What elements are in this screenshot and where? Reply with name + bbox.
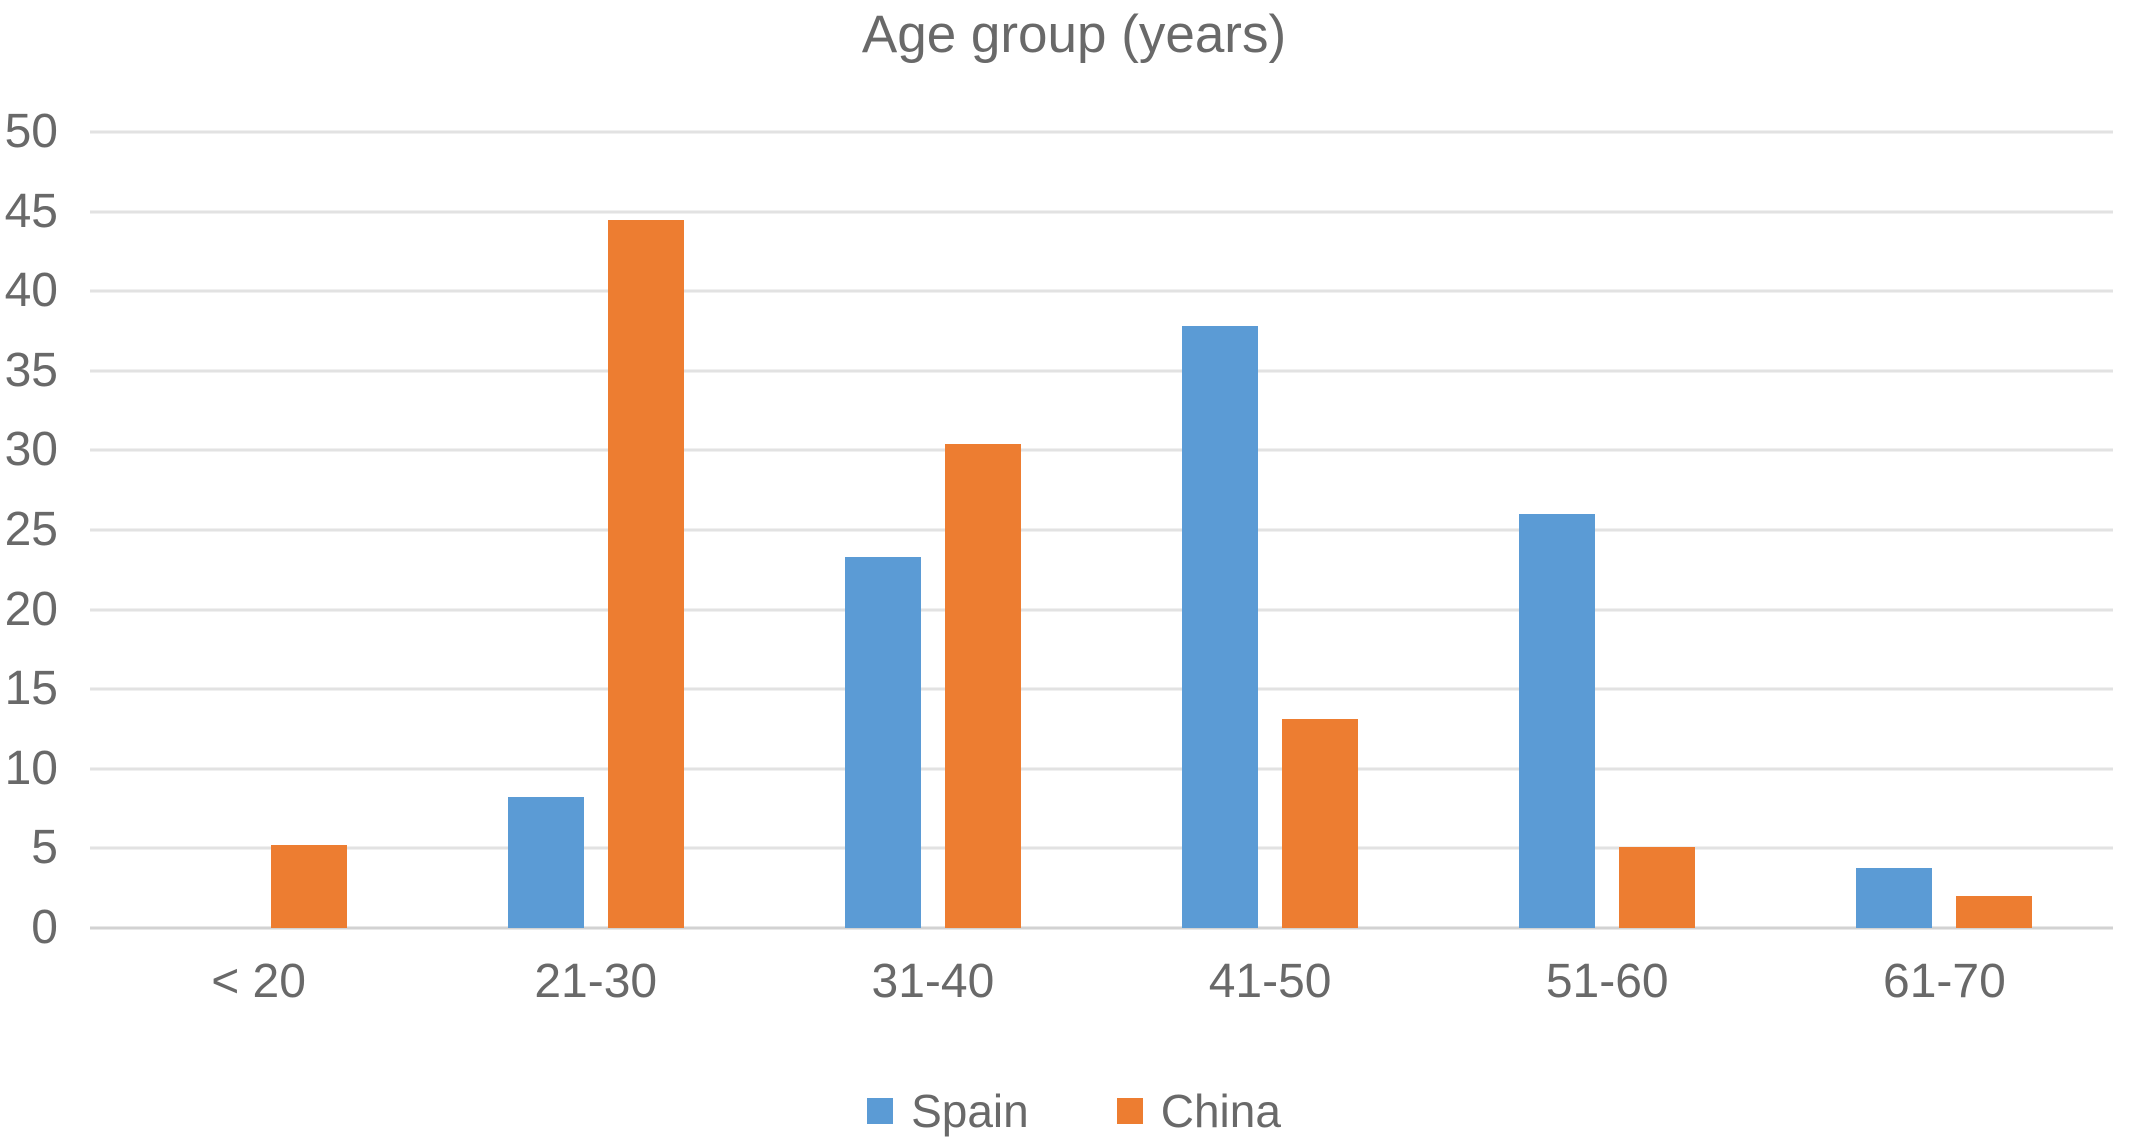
gridline-30	[90, 448, 2113, 452]
y-tick-label-20: 20	[4, 582, 58, 636]
category-slot-31-40	[764, 132, 1101, 928]
gridline-40	[90, 289, 2113, 293]
y-tick-label-35: 35	[4, 343, 58, 397]
x-category-label-< 20: < 20	[211, 955, 306, 1008]
gridline-50	[90, 130, 2113, 134]
gridline-10	[90, 767, 2113, 771]
legend: Spain China	[0, 1082, 2148, 1140]
legend-label-spain: Spain	[911, 1085, 1029, 1137]
gridline-5	[90, 846, 2113, 850]
category-slot-51-60	[1439, 132, 1776, 928]
category-slot-21-30	[427, 132, 764, 928]
x-axis-category-labels: < 20 21-30 31-40 41-50 51-60 61-70	[90, 952, 2113, 1012]
y-tick-label-0: 0	[31, 901, 58, 954]
gridline-25	[90, 528, 2113, 532]
bar-china-51-60	[1619, 846, 1696, 928]
plot-area	[90, 130, 2113, 930]
y-axis-tick-labels: 0 5 10 15 20 25 30 35 40 45 50	[0, 108, 60, 952]
legend-swatch-china	[1116, 1098, 1143, 1124]
legend-label-china: China	[1160, 1085, 1281, 1137]
gridline-15	[90, 687, 2113, 691]
gridline-0	[90, 926, 2113, 930]
legend-item-spain: Spain	[867, 1088, 1029, 1134]
gridline-45	[90, 210, 2113, 214]
category-slot-< 20	[90, 132, 427, 928]
chart-title: Age group (years)	[861, 5, 1287, 64]
legend-item-china: China	[1116, 1085, 1281, 1137]
x-category-label-61-70: 61-70	[1883, 955, 2006, 1008]
category-slot-61-70	[1776, 132, 2113, 928]
bar-spain-31-40	[844, 557, 921, 928]
y-tick-label-40: 40	[4, 264, 58, 318]
bar-china-31-40	[944, 444, 1021, 928]
gridline-35	[90, 369, 2113, 373]
legend-swatch-spain	[867, 1098, 894, 1124]
gridline-20	[90, 608, 2113, 612]
bar-china-61-70	[1956, 896, 2033, 928]
y-tick-label-15: 15	[4, 662, 58, 716]
y-tick-label-10: 10	[4, 741, 58, 795]
bar-spain-61-70	[1856, 867, 1933, 928]
x-category-label-31-40: 31-40	[871, 955, 995, 1008]
y-tick-label-30: 30	[4, 423, 58, 477]
bar-spain-41-50	[1182, 326, 1259, 928]
x-category-label-21-30: 21-30	[534, 955, 658, 1008]
category-slot-41-50	[1102, 132, 1439, 928]
y-tick-label-25: 25	[4, 503, 58, 556]
bar-china-21-30	[607, 219, 684, 928]
y-tick-label-45: 45	[4, 184, 58, 238]
bar-spain-21-30	[507, 797, 584, 928]
y-tick-label-5: 5	[31, 821, 58, 875]
x-category-label-41-50: 41-50	[1208, 955, 1332, 1008]
y-tick-label-50: 50	[4, 105, 58, 158]
x-category-label-51-60: 51-60	[1545, 955, 1669, 1008]
bar-spain-51-60	[1519, 514, 1596, 928]
bar-china-< 20	[270, 845, 347, 928]
bar-china-41-50	[1282, 719, 1359, 928]
